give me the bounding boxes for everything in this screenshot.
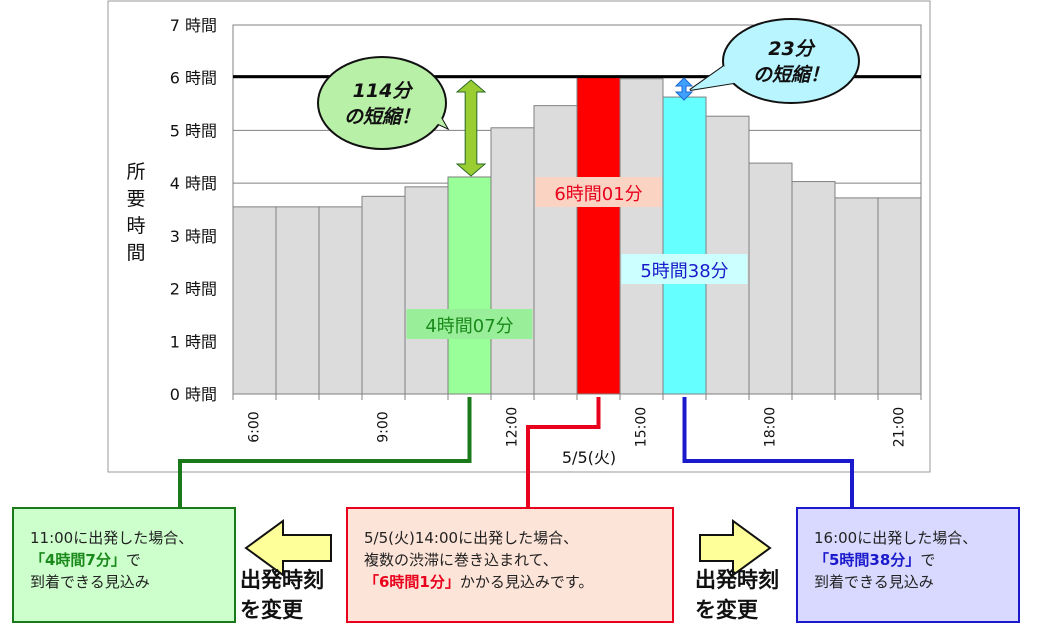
- arrow-left-icon: [244, 519, 332, 577]
- bar: [361, 195, 406, 395]
- connector-line-center: [526, 397, 601, 507]
- y-tick-label: 1 時間: [170, 332, 217, 351]
- bar-value-label-bg: [621, 254, 748, 284]
- bar: [791, 181, 836, 395]
- info-box-right: 16:00に出発した場合、 「5時間38分」で 到着できる見込み: [796, 507, 1020, 623]
- change-right-line1: 出発時刻: [695, 568, 779, 592]
- bar: [232, 206, 277, 395]
- callout-bubble-left-line2: の短縮！: [344, 106, 420, 128]
- change-left-line1: 出発時刻: [240, 568, 324, 592]
- y-axis-label-char: 時: [126, 215, 145, 237]
- callout-bubble-left-line1: 114分: [353, 80, 415, 102]
- connector-line-left: [178, 397, 472, 507]
- callout-bubble-right: [722, 18, 860, 104]
- box-center-highlight: 「6時間1分」: [364, 573, 460, 591]
- bar-value-label: 5時間38分: [640, 261, 728, 282]
- bar: [404, 186, 449, 395]
- box-right-line1: 16:00に出発した場合、: [814, 529, 978, 547]
- info-box-left: 11:00に出発した場合、 「4時間7分」で 到着できる見込み: [12, 507, 236, 623]
- x-tick-label: 9:00: [376, 411, 392, 442]
- y-tick-label: 5 時間: [170, 121, 217, 140]
- bar: [576, 76, 621, 395]
- bar: [533, 105, 578, 395]
- change-departure-label-left: 出発時刻 を変更: [240, 565, 324, 625]
- bar: [877, 197, 922, 395]
- bar: [490, 127, 535, 395]
- x-tick-label: 15:00: [634, 407, 650, 447]
- change-departure-label-right: 出発時刻 を変更: [695, 565, 779, 625]
- callout-bubble-left: [317, 56, 447, 150]
- bar-value-label-bg: [406, 309, 533, 339]
- box-center-line2: 複数の渋滞に巻き込まれて、: [364, 551, 558, 569]
- difference-arrow-icon: [674, 77, 694, 101]
- bar-value-label-bg: [535, 177, 662, 207]
- box-center-after: かかる見込みです。: [459, 573, 594, 591]
- x-axis-label: 5/5(火): [562, 448, 616, 467]
- y-tick-label: 3 時間: [170, 227, 217, 246]
- x-tick-label: 12:00: [505, 407, 521, 447]
- bar: [275, 206, 320, 395]
- y-axis-label-char: 間: [126, 242, 145, 264]
- bar: [318, 206, 363, 395]
- x-tick-label: 21:00: [892, 407, 908, 447]
- box-left-highlight: 「4時間7分」: [30, 551, 126, 569]
- box-right-after: で: [920, 551, 936, 569]
- y-tick-label: 4 時間: [170, 174, 217, 193]
- change-right-line2: を変更: [695, 598, 758, 622]
- y-tick-label: 6 時間: [170, 69, 217, 88]
- y-axis-label-char: 要: [126, 188, 145, 210]
- box-left-after: で: [125, 551, 141, 569]
- box-right-line3: 到着できる見込み: [814, 573, 934, 591]
- difference-arrow-icon: [455, 79, 487, 177]
- callout-bubble-right-tail-fill: [690, 66, 740, 90]
- box-right-highlight: 「5時間38分」: [814, 551, 921, 569]
- bar-value-label: 6時間01分: [554, 184, 642, 205]
- callout-bubble-right-line2: の短縮！: [753, 64, 829, 86]
- callout-bubble-right-line1: 23分: [768, 38, 816, 60]
- bar: [619, 78, 664, 395]
- x-tick-label: 6:00: [247, 411, 263, 442]
- box-left-line1: 11:00に出発した場合、: [30, 529, 194, 547]
- bar: [447, 176, 492, 395]
- bar: [662, 96, 707, 395]
- bar: [748, 162, 793, 395]
- box-left-line3: 到着できる見込み: [30, 573, 150, 591]
- bar: [834, 197, 879, 395]
- y-axis-label-char: 所: [126, 161, 145, 183]
- connector-line-right: [682, 397, 854, 507]
- bar-value-label: 4時間07分: [425, 316, 513, 337]
- info-box-center: 5/5(火)14:00に出発した場合、 複数の渋滞に巻き込まれて、 「6時間1分…: [346, 507, 674, 623]
- box-center-line1: 5/5(火)14:00に出発した場合、: [364, 529, 579, 547]
- y-tick-label: 0 時間: [170, 385, 217, 404]
- y-tick-label: 7 時間: [170, 16, 217, 35]
- y-tick-label: 2 時間: [170, 280, 217, 299]
- x-tick-label: 18:00: [763, 407, 779, 447]
- arrow-right-icon: [699, 519, 772, 577]
- change-left-line2: を変更: [240, 598, 303, 622]
- callout-bubble-left-tail-fill: [425, 102, 447, 128]
